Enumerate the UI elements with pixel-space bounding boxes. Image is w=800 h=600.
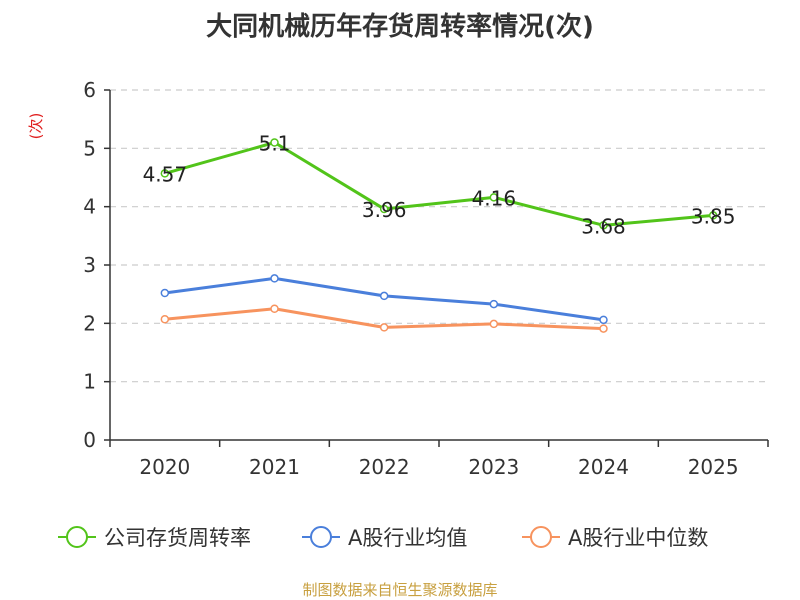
y-tick-label: 6 xyxy=(83,78,96,102)
data-label: 5.1 xyxy=(259,132,291,156)
data-label: 3.68 xyxy=(581,214,626,238)
data-point xyxy=(379,323,389,332)
legend-marker xyxy=(66,526,88,548)
legend-label: A股行业中位数 xyxy=(568,526,708,550)
x-tick-label: 2025 xyxy=(688,455,739,479)
data-point xyxy=(160,169,170,178)
data-point xyxy=(599,221,608,230)
data-point xyxy=(379,204,389,214)
y-tick-label: 0 xyxy=(83,428,96,452)
y-tick-label: 4 xyxy=(83,195,96,219)
y-tick-label: 1 xyxy=(83,370,96,394)
legend-marker xyxy=(530,526,552,548)
data-point xyxy=(489,193,499,202)
x-tick-label: 2024 xyxy=(578,455,629,479)
data-point xyxy=(489,299,499,309)
data-point xyxy=(599,324,608,333)
data-point xyxy=(489,319,499,329)
data-label: 3.85 xyxy=(691,204,736,228)
chart-title: 大同机械历年存货周转率情况(次) xyxy=(206,12,594,42)
data-point xyxy=(270,138,279,147)
data-point xyxy=(270,304,279,313)
x-tick-label: 2020 xyxy=(139,455,190,479)
data-point xyxy=(160,288,170,298)
data-point xyxy=(379,291,389,301)
y-tick-label: 5 xyxy=(83,136,96,160)
x-tick-label: 2022 xyxy=(359,455,410,479)
legend-label: A股行业均值 xyxy=(348,526,467,550)
series-line xyxy=(164,141,714,227)
legend-label: 公司存货周转率 xyxy=(104,526,251,550)
data-point xyxy=(599,315,608,325)
data-label: 4.57 xyxy=(143,162,188,186)
data-point xyxy=(160,315,170,324)
x-tick-label: 2021 xyxy=(249,455,300,479)
x-tick-label: 2023 xyxy=(468,455,519,479)
y-tick-label: 3 xyxy=(83,253,96,277)
source-note: 制图数据来自恒生聚源数据库 xyxy=(302,581,498,599)
legend-marker xyxy=(310,526,332,548)
y-tick-label: 2 xyxy=(83,311,96,335)
data-label: 4.16 xyxy=(472,186,517,210)
data-point xyxy=(270,274,279,283)
y-axis-label: (次) xyxy=(27,113,45,140)
data-label: 3.96 xyxy=(362,198,407,222)
data-point xyxy=(708,211,718,220)
